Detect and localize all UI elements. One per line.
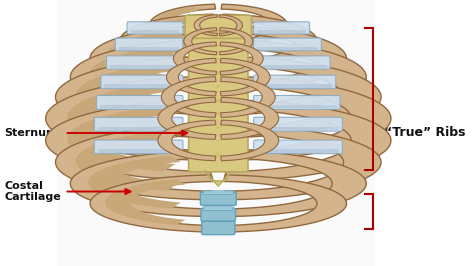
Text: “True” Ribs: “True” Ribs [384,127,465,139]
FancyBboxPatch shape [254,38,321,51]
Polygon shape [155,7,199,41]
FancyBboxPatch shape [107,56,183,69]
Bar [257,127,339,130]
FancyBboxPatch shape [254,95,340,109]
Polygon shape [219,28,253,55]
Polygon shape [55,57,212,138]
Ellipse shape [216,99,220,101]
Polygon shape [119,14,214,68]
FancyBboxPatch shape [254,56,330,69]
Bar [257,149,339,153]
Polygon shape [67,107,175,172]
Ellipse shape [216,31,220,33]
Ellipse shape [216,113,220,115]
Bar [130,30,180,33]
Polygon shape [219,15,242,36]
Polygon shape [158,120,216,161]
Bar [98,149,180,153]
FancyBboxPatch shape [94,140,183,154]
Polygon shape [221,120,279,161]
Text: Sternum: Sternum [4,128,58,138]
Polygon shape [222,14,317,68]
Polygon shape [76,63,177,128]
Polygon shape [88,46,181,106]
Polygon shape [67,84,175,151]
FancyBboxPatch shape [94,117,183,131]
Polygon shape [105,31,185,84]
FancyBboxPatch shape [189,38,248,172]
Bar [257,84,332,88]
Polygon shape [224,151,366,217]
Bar [98,127,180,130]
Bar [104,84,180,88]
Ellipse shape [216,85,220,87]
FancyBboxPatch shape [127,22,183,34]
Polygon shape [223,175,346,232]
Ellipse shape [216,126,220,128]
FancyBboxPatch shape [254,75,336,89]
FancyBboxPatch shape [204,207,233,210]
Polygon shape [149,4,216,46]
Bar [257,105,337,108]
Bar [110,65,180,68]
Bar [257,65,327,68]
Polygon shape [204,170,232,186]
Polygon shape [220,58,270,96]
Polygon shape [173,42,217,75]
FancyBboxPatch shape [254,140,342,154]
FancyBboxPatch shape [201,208,236,221]
Polygon shape [225,57,381,138]
Polygon shape [130,18,192,61]
FancyBboxPatch shape [203,191,234,194]
Polygon shape [166,58,216,96]
Polygon shape [70,151,212,217]
Bar [257,30,306,33]
Polygon shape [184,28,217,55]
Ellipse shape [216,58,220,60]
FancyBboxPatch shape [185,15,252,45]
Text: Costal
Cartilage: Costal Cartilage [4,181,61,202]
FancyBboxPatch shape [115,38,183,51]
Polygon shape [90,26,213,92]
Polygon shape [223,26,346,92]
Polygon shape [161,77,216,117]
FancyBboxPatch shape [97,95,183,109]
Polygon shape [46,100,211,181]
FancyBboxPatch shape [202,221,235,235]
Ellipse shape [216,44,220,47]
Polygon shape [76,131,177,191]
Polygon shape [88,156,181,209]
Ellipse shape [216,140,220,142]
Polygon shape [158,97,216,139]
Polygon shape [225,76,391,160]
Polygon shape [221,97,279,139]
Polygon shape [46,76,211,160]
Bar [100,105,180,108]
Bar [119,47,180,50]
Polygon shape [194,15,217,36]
Ellipse shape [216,153,220,155]
Polygon shape [55,125,212,200]
FancyBboxPatch shape [201,192,236,205]
Ellipse shape [216,72,220,74]
Polygon shape [70,40,212,115]
Polygon shape [225,100,391,181]
Bar [257,47,318,50]
Polygon shape [220,77,275,117]
FancyBboxPatch shape [254,22,310,34]
Polygon shape [105,179,185,225]
Polygon shape [225,125,381,200]
Bar [57,0,375,266]
Polygon shape [224,40,366,115]
Polygon shape [221,4,287,46]
Polygon shape [220,42,263,75]
FancyBboxPatch shape [101,75,183,89]
FancyBboxPatch shape [254,117,342,131]
Polygon shape [90,175,213,232]
